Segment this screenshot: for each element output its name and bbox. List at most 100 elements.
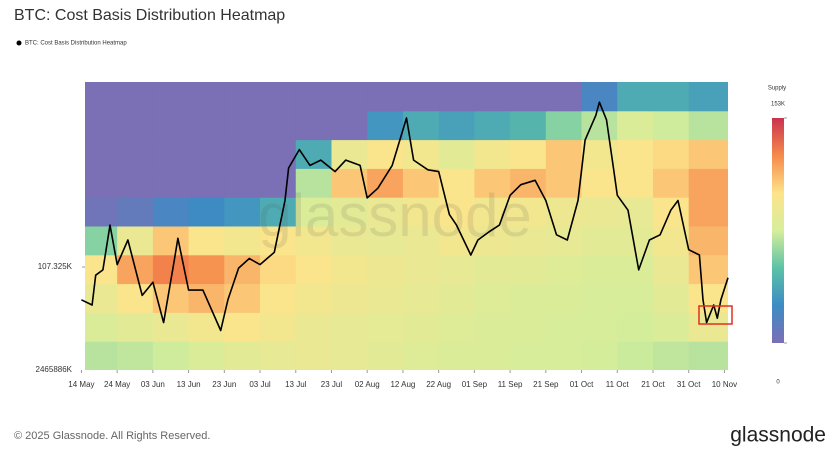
heat-cell bbox=[617, 283, 654, 313]
heat-cell bbox=[117, 82, 154, 112]
x-tick-label: 23 Jul bbox=[321, 380, 343, 389]
heat-cell bbox=[652, 226, 690, 256]
heat-cell bbox=[152, 197, 190, 227]
heat-cell bbox=[367, 139, 404, 169]
heat-cell bbox=[402, 283, 440, 313]
heat-cell bbox=[367, 82, 404, 112]
heat-cell bbox=[117, 168, 154, 198]
x-tick-label: 23 Jun bbox=[212, 380, 236, 389]
legend-label: BTC: Cost Basis Distribution Heatmap bbox=[25, 41, 127, 47]
price-line bbox=[81, 101, 729, 332]
heat-cell bbox=[652, 197, 690, 227]
heat-cell bbox=[617, 168, 654, 198]
heat-cell bbox=[224, 341, 261, 370]
heat-cell bbox=[152, 226, 190, 256]
heat-cell bbox=[545, 139, 583, 169]
heat-cell bbox=[474, 82, 511, 112]
heat-cell bbox=[652, 283, 690, 313]
heat-cell bbox=[117, 341, 154, 370]
heat-cell bbox=[617, 139, 654, 169]
heat-cell bbox=[652, 110, 690, 141]
heat-cell bbox=[152, 283, 190, 313]
heat-cell bbox=[295, 341, 332, 370]
heat-cell bbox=[85, 110, 118, 141]
heat-cell bbox=[617, 110, 654, 141]
heat-cell bbox=[438, 110, 475, 141]
heat-cell bbox=[581, 82, 618, 112]
chart-title: BTC: Cost Basis Distribution Heatmap bbox=[14, 7, 285, 24]
heat-cell bbox=[85, 197, 118, 227]
heat-cell bbox=[617, 341, 654, 370]
heat-cell bbox=[224, 283, 261, 313]
heat-cell bbox=[117, 197, 154, 227]
heat-cell bbox=[652, 82, 690, 112]
heat-cell bbox=[438, 283, 475, 313]
heat-cell bbox=[224, 139, 261, 169]
heat-cell bbox=[224, 110, 261, 141]
heat-cell bbox=[367, 341, 404, 370]
heat-cell bbox=[188, 168, 225, 198]
heat-cell bbox=[617, 82, 654, 112]
heat-cell bbox=[474, 168, 511, 198]
heat-cell bbox=[617, 197, 654, 227]
heat-cell bbox=[402, 168, 440, 198]
heat-cell bbox=[510, 312, 547, 342]
x-tick-label: 31 Oct bbox=[677, 380, 701, 389]
heat-cell bbox=[295, 283, 332, 313]
heatmap bbox=[85, 82, 728, 370]
heat-cell bbox=[260, 197, 297, 227]
heat-cell bbox=[474, 226, 511, 256]
x-tick-label: 13 Jul bbox=[285, 380, 307, 389]
heat-cell bbox=[581, 341, 618, 370]
x-tick-label: 03 Jun bbox=[141, 380, 165, 389]
highlight-box bbox=[698, 305, 733, 325]
x-tick-label: 13 Jun bbox=[177, 380, 201, 389]
heat-cell bbox=[402, 82, 440, 112]
heat-cell bbox=[688, 226, 728, 256]
heat-cell bbox=[581, 197, 618, 227]
heat-cell bbox=[152, 139, 190, 169]
heat-cell bbox=[295, 312, 332, 342]
heat-cell bbox=[331, 341, 368, 370]
heat-cell bbox=[545, 312, 583, 342]
heat-cell bbox=[581, 254, 618, 285]
heat-cell bbox=[438, 82, 475, 112]
heat-cell bbox=[652, 139, 690, 169]
watermark: glassnode bbox=[258, 182, 532, 249]
heat-cell bbox=[688, 283, 728, 313]
heat-cell bbox=[688, 197, 728, 227]
heat-cell bbox=[367, 312, 404, 342]
heat-cell bbox=[260, 312, 297, 342]
heat-cell bbox=[224, 168, 261, 198]
heat-cell bbox=[652, 312, 690, 342]
heat-cell bbox=[367, 283, 404, 313]
heat-cell bbox=[152, 168, 190, 198]
heat-cell bbox=[331, 283, 368, 313]
heat-cell bbox=[652, 168, 690, 198]
heat-cell bbox=[402, 254, 440, 285]
heat-cell bbox=[260, 82, 297, 112]
heat-cell bbox=[260, 283, 297, 313]
colorbar-tick-label: 0 bbox=[776, 380, 780, 386]
x-tick-label: 01 Sep bbox=[462, 380, 488, 389]
heat-cell bbox=[85, 82, 118, 112]
heat-cell bbox=[545, 226, 583, 256]
heat-cell bbox=[438, 254, 475, 285]
x-tick-label: 11 Sep bbox=[498, 380, 523, 389]
heat-cell bbox=[402, 341, 440, 370]
heat-cell bbox=[331, 226, 368, 256]
heat-cell bbox=[402, 226, 440, 256]
heat-cell bbox=[510, 82, 547, 112]
legend-dot bbox=[16, 40, 22, 46]
heat-cell bbox=[117, 110, 154, 141]
y-tick-label: 107.325K bbox=[38, 262, 73, 271]
x-tick-label: 21 Oct bbox=[641, 380, 665, 389]
heat-cell bbox=[581, 312, 618, 342]
heat-cell bbox=[510, 110, 547, 141]
logo: glassnode bbox=[730, 424, 826, 447]
copyright: © 2025 Glassnode. All Rights Reserved. bbox=[14, 430, 210, 442]
heat-cell bbox=[188, 226, 225, 256]
colorbar bbox=[772, 118, 784, 343]
x-tick-label: 10 Nov bbox=[712, 380, 737, 389]
x-tick-label: 21 Sep bbox=[533, 380, 559, 389]
